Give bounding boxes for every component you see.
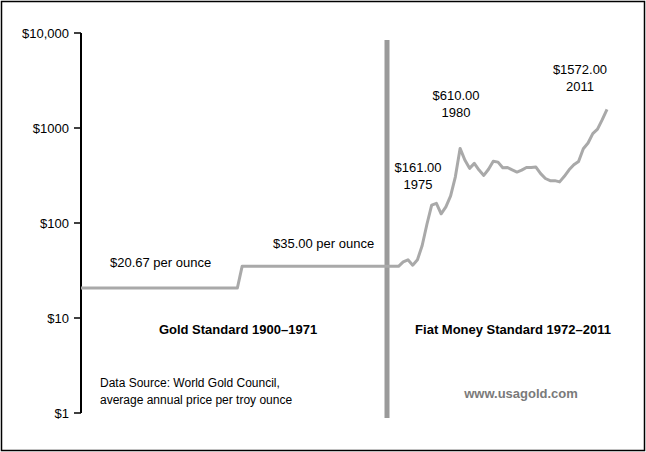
annotation: 2011 (566, 79, 594, 94)
era-label: Gold Standard 1900–1971 (159, 322, 317, 337)
era-label: Fiat Money Standard 1972–2011 (415, 322, 611, 337)
y-tick (74, 127, 81, 129)
price-line (81, 109, 607, 288)
era-divider (385, 40, 390, 418)
y-tick (74, 317, 81, 319)
annotation: 1980 (442, 105, 471, 120)
y-tick-label: $100 (40, 216, 69, 231)
y-tick-label: $10,000 (22, 26, 69, 41)
y-tick-label: $1 (55, 406, 69, 421)
annotation: $161.00 (395, 160, 442, 175)
y-tick (74, 32, 81, 34)
y-tick (74, 412, 81, 414)
watermark: www.usagold.com (463, 386, 578, 401)
annotation: $35.00 per ounce (273, 236, 374, 251)
source-note: average annual price per troy ounce (100, 393, 292, 407)
y-tick-label: $1000 (33, 121, 69, 136)
y-tick (74, 222, 81, 224)
annotation: $1572.00 (553, 62, 607, 77)
annotation: 1975 (404, 177, 433, 192)
y-tick-label: $10 (47, 311, 69, 326)
chart: $1 $10 $100 $1000 $10,000 $20.67 per ounce $35… (0, 0, 646, 452)
frame (2, 2, 645, 451)
plot-area (81, 109, 607, 288)
source-note: Data Source: World Gold Council, (100, 376, 280, 390)
annotation: $20.67 per ounce (110, 255, 211, 270)
annotation: $610.00 (433, 88, 480, 103)
